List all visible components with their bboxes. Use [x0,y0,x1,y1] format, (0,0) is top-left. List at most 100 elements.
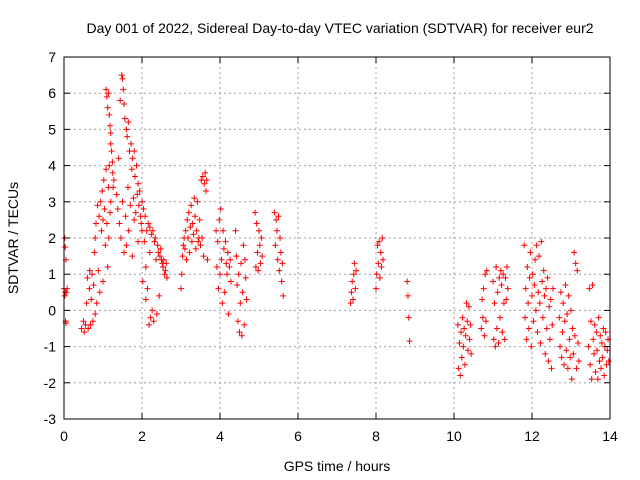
data-point [94,202,101,209]
data-point [89,271,96,278]
data-point [404,292,411,299]
data-point [571,332,578,339]
data-point [603,361,610,368]
data-point [199,173,206,180]
data-point [458,329,465,336]
data-point [232,227,239,234]
data-point [564,311,571,318]
data-point [195,238,202,245]
data-point [544,274,551,281]
data-point [575,339,582,346]
data-point [574,267,581,274]
data-point [119,75,126,82]
data-point [113,191,120,198]
data-point [109,169,116,176]
data-point [87,321,94,328]
data-point [189,220,196,227]
data-point [455,365,462,372]
data-point [234,318,241,325]
data-point [525,325,532,332]
data-point [601,372,608,379]
data-point [82,321,89,328]
data-point [378,263,385,270]
data-point [203,177,210,184]
data-point [349,296,356,303]
data-point [460,343,467,350]
data-point [88,296,95,303]
data-point [200,253,207,260]
data-point [241,321,248,328]
data-point [107,140,114,147]
data-point [272,242,279,249]
data-point [243,296,250,303]
data-point [187,224,194,231]
data-point [156,292,163,299]
data-point [567,354,574,361]
data-point [458,354,465,361]
data-point [92,220,99,227]
data-point [258,235,265,241]
data-point [240,242,247,249]
data-point [465,347,472,354]
data-point [119,198,126,205]
y-tick-label: -2 [44,375,57,391]
data-point [593,329,600,336]
data-point [528,343,535,350]
data-point [121,115,128,122]
data-point [130,195,137,202]
x-tick-label: 8 [372,428,380,444]
data-point [564,365,571,372]
data-point [103,86,110,93]
data-point [190,231,197,238]
data-point [529,271,536,278]
data-point [588,376,595,383]
data-point [257,260,264,267]
data-point [131,148,138,155]
data-point [135,238,142,245]
data-point [602,329,609,336]
data-point [106,111,113,118]
data-point [461,325,468,332]
data-point [539,278,546,285]
data-point [125,119,132,126]
data-point [162,267,169,274]
data-point [221,289,228,296]
data-point [256,242,263,249]
data-point [107,122,114,129]
data-point [539,314,546,321]
y-axis-label: SDTVAR / TECUs [5,182,21,294]
data-point [587,318,594,325]
data-point [598,339,605,346]
data-point [86,267,93,274]
data-point [105,90,112,97]
data-point [89,318,96,325]
data-point [239,289,246,296]
data-point [377,249,384,256]
data-point [115,155,122,162]
data-point [127,202,134,209]
data-point [456,339,463,346]
data-point [116,220,123,227]
data-point [376,274,383,281]
data-point [457,372,464,379]
data-point [504,263,511,270]
data-point [587,361,594,368]
data-point [481,332,488,339]
data-point [128,166,135,173]
data-point [131,216,138,223]
data-point [405,314,412,321]
data-point [125,227,132,234]
data-point [461,361,468,368]
data-point [233,253,240,260]
data-point [188,238,195,245]
data-point [99,187,106,194]
data-point [136,187,143,194]
data-point [223,260,230,267]
data-point [202,169,209,176]
data-point [143,227,150,234]
data-point [482,318,489,325]
y-tick-labels: -3 -2 -1 0 1 2 3 4 5 6 7 [44,49,57,427]
data-point [597,332,604,339]
data-point [566,336,573,343]
